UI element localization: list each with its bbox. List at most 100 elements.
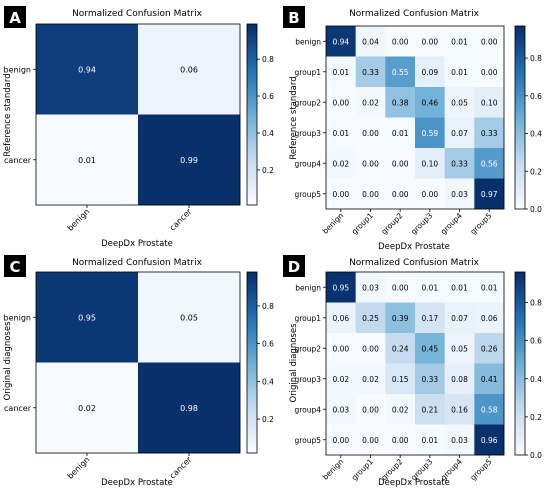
colorbar-segment [247, 144, 257, 149]
colorbar-segment [515, 390, 525, 395]
colorbar-tick-label: 0.8 [262, 55, 274, 64]
colorbar-segment [247, 383, 257, 388]
cell-value-label: 0.94 [78, 65, 96, 74]
heatmap-cell [385, 178, 416, 210]
colorbar-tick-label: 0.8 [262, 302, 274, 311]
colorbar-segment [247, 290, 257, 294]
colorbar-segment [247, 165, 257, 170]
colorbar-segment [247, 102, 257, 106]
cell-value-label: 0.26 [481, 344, 498, 353]
colorbar-segment [247, 401, 257, 406]
colorbar-segment [515, 163, 525, 167]
colorbar-segment [247, 341, 257, 345]
colorbar-segment [247, 45, 257, 49]
cell-value-label: 0.24 [392, 344, 409, 353]
cell-value-label: 0.99 [180, 156, 198, 165]
colorbar-segment [247, 183, 257, 188]
plot-frame [325, 271, 505, 456]
colorbar-segment [247, 75, 257, 79]
x-tick-label: benign [321, 457, 346, 482]
cell-value-label: 0.59 [421, 129, 438, 138]
heatmap-cell [415, 87, 445, 118]
heatmap-cell [36, 362, 139, 454]
heatmap-cell [385, 363, 416, 395]
x-tick-label: group1 [350, 457, 375, 482]
colorbar-segment [247, 108, 257, 112]
colorbar-segment [515, 351, 525, 355]
heatmap-cell [415, 394, 445, 425]
colorbar-segment [247, 117, 257, 122]
colorbar-segment [247, 362, 257, 367]
cell-value-label: 0.25 [362, 314, 379, 323]
heatmap-cell [415, 363, 445, 395]
colorbar-segment [247, 443, 257, 448]
colorbar-segment [247, 284, 257, 288]
colorbar-segment [515, 308, 525, 313]
y-tick-label: group3 [294, 375, 321, 384]
colorbar-segment [247, 419, 257, 424]
colorbar-segment [515, 439, 525, 444]
colorbar-segment [247, 153, 257, 158]
cell-value-label: 0.03 [451, 190, 468, 199]
colorbar-segment [515, 202, 525, 207]
cell-value-label: 0.00 [421, 37, 438, 46]
colorbar-segment [247, 353, 257, 357]
plot-frame [35, 23, 241, 206]
chart-title: Normalized Confusion Matrix [349, 9, 480, 19]
colorbar-tick-label: 0.0 [530, 205, 542, 214]
colorbar-tick-label: 0.2 [530, 167, 542, 176]
colorbar-segment [515, 172, 525, 176]
plot-frame [35, 271, 241, 454]
heatmap-cell [326, 87, 356, 118]
colorbar-tick-label: 0.4 [530, 375, 542, 384]
colorbar-segment [247, 27, 257, 31]
colorbar-segment [247, 407, 257, 412]
panel-badge [283, 6, 305, 28]
colorbar-segment [515, 138, 525, 143]
colorbar-segment [247, 449, 257, 454]
colorbar-segment [515, 387, 525, 392]
colorbar-segment [515, 378, 525, 383]
cell-value-label: 0.03 [362, 283, 379, 292]
cell-value-label: 0.39 [392, 314, 409, 323]
colorbar-segment [247, 365, 257, 370]
colorbar-segment [247, 308, 257, 312]
heatmap-cell [385, 333, 416, 364]
colorbar-segment [515, 68, 525, 73]
heatmap-cell [385, 272, 416, 303]
cell-value-label: 0.07 [451, 129, 468, 138]
colorbar-segment [515, 311, 525, 316]
colorbar-segment [247, 296, 257, 300]
colorbar-segment [515, 436, 525, 441]
colorbar-segment [247, 81, 257, 85]
colorbar-segment [515, 317, 525, 322]
cell-value-label: 0.10 [481, 98, 498, 107]
colorbar-segment [247, 72, 257, 76]
cell-value-label: 0.01 [421, 283, 438, 292]
colorbar-segment [515, 323, 525, 328]
colorbar-segment [515, 71, 525, 76]
colorbar-segment [515, 62, 525, 67]
colorbar-segment [515, 412, 525, 416]
heatmap-cell [355, 363, 386, 395]
colorbar-segment [515, 56, 525, 61]
colorbar-segment [515, 141, 525, 146]
colorbar-segment [515, 357, 525, 361]
colorbar-segment [247, 404, 257, 409]
heatmap-cell [355, 148, 386, 179]
colorbar-frame [514, 25, 526, 210]
colorbar-segment [515, 50, 525, 54]
colorbar-segment [515, 397, 525, 401]
y-tick-label: group2 [294, 98, 321, 107]
y-axis-label: Reference standard [3, 73, 13, 156]
colorbar-segment [247, 389, 257, 394]
colorbar-segment [515, 178, 525, 183]
colorbar-segment [247, 398, 257, 403]
colorbar-segment [515, 26, 525, 30]
cell-value-label: 0.00 [332, 190, 349, 199]
colorbar-segment [247, 329, 257, 333]
heatmap-cell [36, 24, 139, 115]
colorbar-segment [515, 275, 525, 279]
